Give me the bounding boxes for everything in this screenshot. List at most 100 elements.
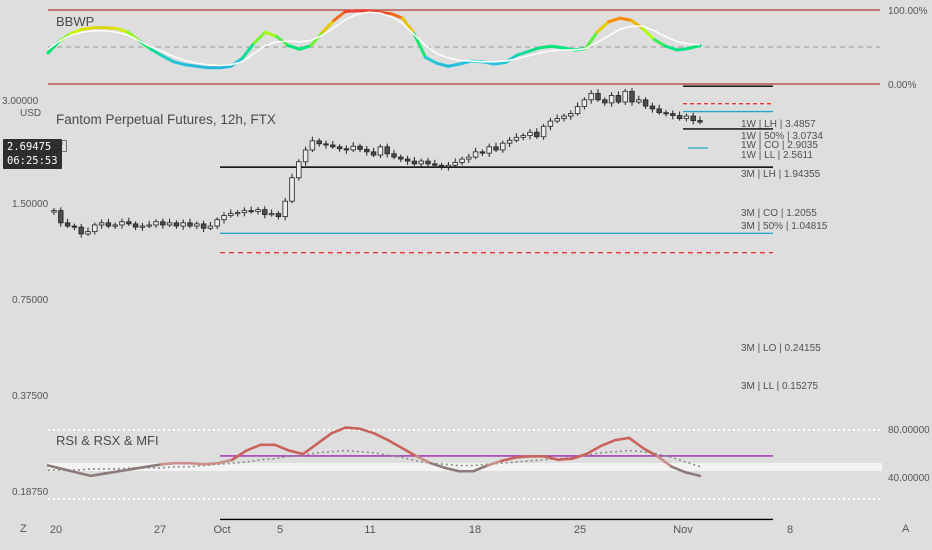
bbwp-segment xyxy=(240,41,256,60)
candle-up xyxy=(146,224,152,227)
candle-up xyxy=(683,115,690,119)
candle-down xyxy=(676,115,683,119)
last-price: 2.69475 xyxy=(7,141,52,153)
candle-up xyxy=(418,160,424,165)
bbwp-segment xyxy=(401,16,416,36)
osc-rsi-segment xyxy=(372,431,390,442)
candle-up xyxy=(119,221,125,226)
level-label: 3M | LO | 0.24155 xyxy=(741,343,821,354)
bbwp-segment xyxy=(218,64,233,70)
candle-up xyxy=(194,223,200,227)
candle-up xyxy=(309,140,316,151)
candle-up xyxy=(51,210,57,213)
oscillator-pane: 80.00000 40.00000 xyxy=(46,425,930,500)
price-axis-tick: 0.75000 xyxy=(12,295,49,306)
osc-rsi-segment xyxy=(358,427,376,435)
last-price-tag: 2.69475 06:25:53 xyxy=(3,139,62,169)
candle-up xyxy=(302,149,309,163)
price-pane[interactable]: 3.00000 1.50000 0.75000 0.37500 0.18750 1W | … xyxy=(2,85,828,521)
candle-up xyxy=(540,125,547,138)
price-axis-tick: 3.00000 xyxy=(2,96,39,107)
osc-rsi-segment xyxy=(401,446,418,458)
bbwp-segment xyxy=(103,26,119,30)
bbwp-segment xyxy=(675,46,691,52)
candle-up xyxy=(513,136,520,141)
bbwp-segment xyxy=(321,18,336,34)
candle-down xyxy=(200,223,207,229)
auto-scale-button[interactable]: A xyxy=(902,523,910,535)
candle-up xyxy=(622,90,628,103)
candle-up xyxy=(445,164,452,168)
osc-rsi-segment xyxy=(486,459,503,467)
zoom-button[interactable]: Z xyxy=(20,523,27,535)
osc-rsi-segment xyxy=(216,458,234,465)
candle-down xyxy=(391,153,397,158)
candle-down xyxy=(316,140,322,145)
osc-rsi-segment xyxy=(103,469,121,475)
candle-down xyxy=(132,223,139,228)
candle-up xyxy=(221,215,227,221)
bbwp-segment xyxy=(332,9,347,22)
price-axis-tick: 1.50000 xyxy=(12,199,49,210)
candle-up xyxy=(459,158,465,163)
bbwp-segment xyxy=(389,12,405,20)
candle-up xyxy=(92,224,98,233)
bbwp-segment xyxy=(435,61,450,68)
candle-down xyxy=(595,92,601,101)
candle-down xyxy=(398,156,404,160)
time-axis-tick: 8 xyxy=(787,524,793,536)
candle-up xyxy=(85,231,91,235)
osc-rsi-segment xyxy=(287,449,305,456)
candle-down xyxy=(275,213,282,217)
candle-down xyxy=(425,160,431,165)
candle-up xyxy=(228,213,234,216)
bbwp-segment xyxy=(366,9,382,14)
bbwp-level-label: 100.00% xyxy=(888,6,928,17)
osc-rsi-segment xyxy=(656,454,673,468)
candle-up xyxy=(296,161,302,179)
level-label: 1W | CO | 2.9035 xyxy=(741,140,818,151)
bbwp-segment xyxy=(195,64,210,70)
osc-rsi-segment xyxy=(599,438,617,448)
candle-up xyxy=(547,120,554,127)
osc-signal-line xyxy=(48,449,701,471)
candle-down xyxy=(404,158,411,162)
bbwp-segment xyxy=(687,44,702,50)
osc-rsi-segment xyxy=(273,443,291,452)
bbwp-segment xyxy=(263,30,279,39)
time-axis-tick: 5 xyxy=(277,524,283,536)
osc-rsi-segment xyxy=(642,446,659,458)
candle-up xyxy=(486,146,492,154)
osc-rsi-segment xyxy=(471,464,489,473)
candle-up xyxy=(207,225,214,229)
price-axis-tick: 0.37500 xyxy=(12,391,49,402)
osc-rsi-segment xyxy=(188,461,206,466)
candle-down xyxy=(656,108,662,114)
osc-rsi-segment xyxy=(556,457,574,462)
bbwp-segment xyxy=(595,20,610,34)
osc-rsi-segment xyxy=(571,452,588,460)
time-axis-tick: Nov xyxy=(673,524,693,536)
candle-up xyxy=(98,222,105,226)
level-label: 3M | CO | 1.2055 xyxy=(741,208,817,219)
candle-down xyxy=(629,90,635,103)
time-axis-tick: 27 xyxy=(154,524,166,536)
osc-rsi-segment xyxy=(613,436,631,442)
candle-up xyxy=(520,135,526,138)
candle-down xyxy=(262,209,268,215)
candle-down xyxy=(357,145,363,150)
level-label: 3M | 50% | 1.04815 xyxy=(741,221,828,232)
candle-up xyxy=(139,225,146,228)
candle-down xyxy=(58,210,64,224)
bbwp-segment xyxy=(298,44,313,51)
candle-down xyxy=(411,160,418,165)
bbwp-ma-line xyxy=(47,11,701,67)
osc-rsi-segment xyxy=(245,443,262,452)
candle-down xyxy=(370,151,377,156)
candle-down xyxy=(479,151,486,154)
osc-rsi-segment xyxy=(330,426,347,435)
bbwp-segment xyxy=(423,55,439,65)
candle-up xyxy=(574,106,581,115)
candle-down xyxy=(493,146,499,151)
